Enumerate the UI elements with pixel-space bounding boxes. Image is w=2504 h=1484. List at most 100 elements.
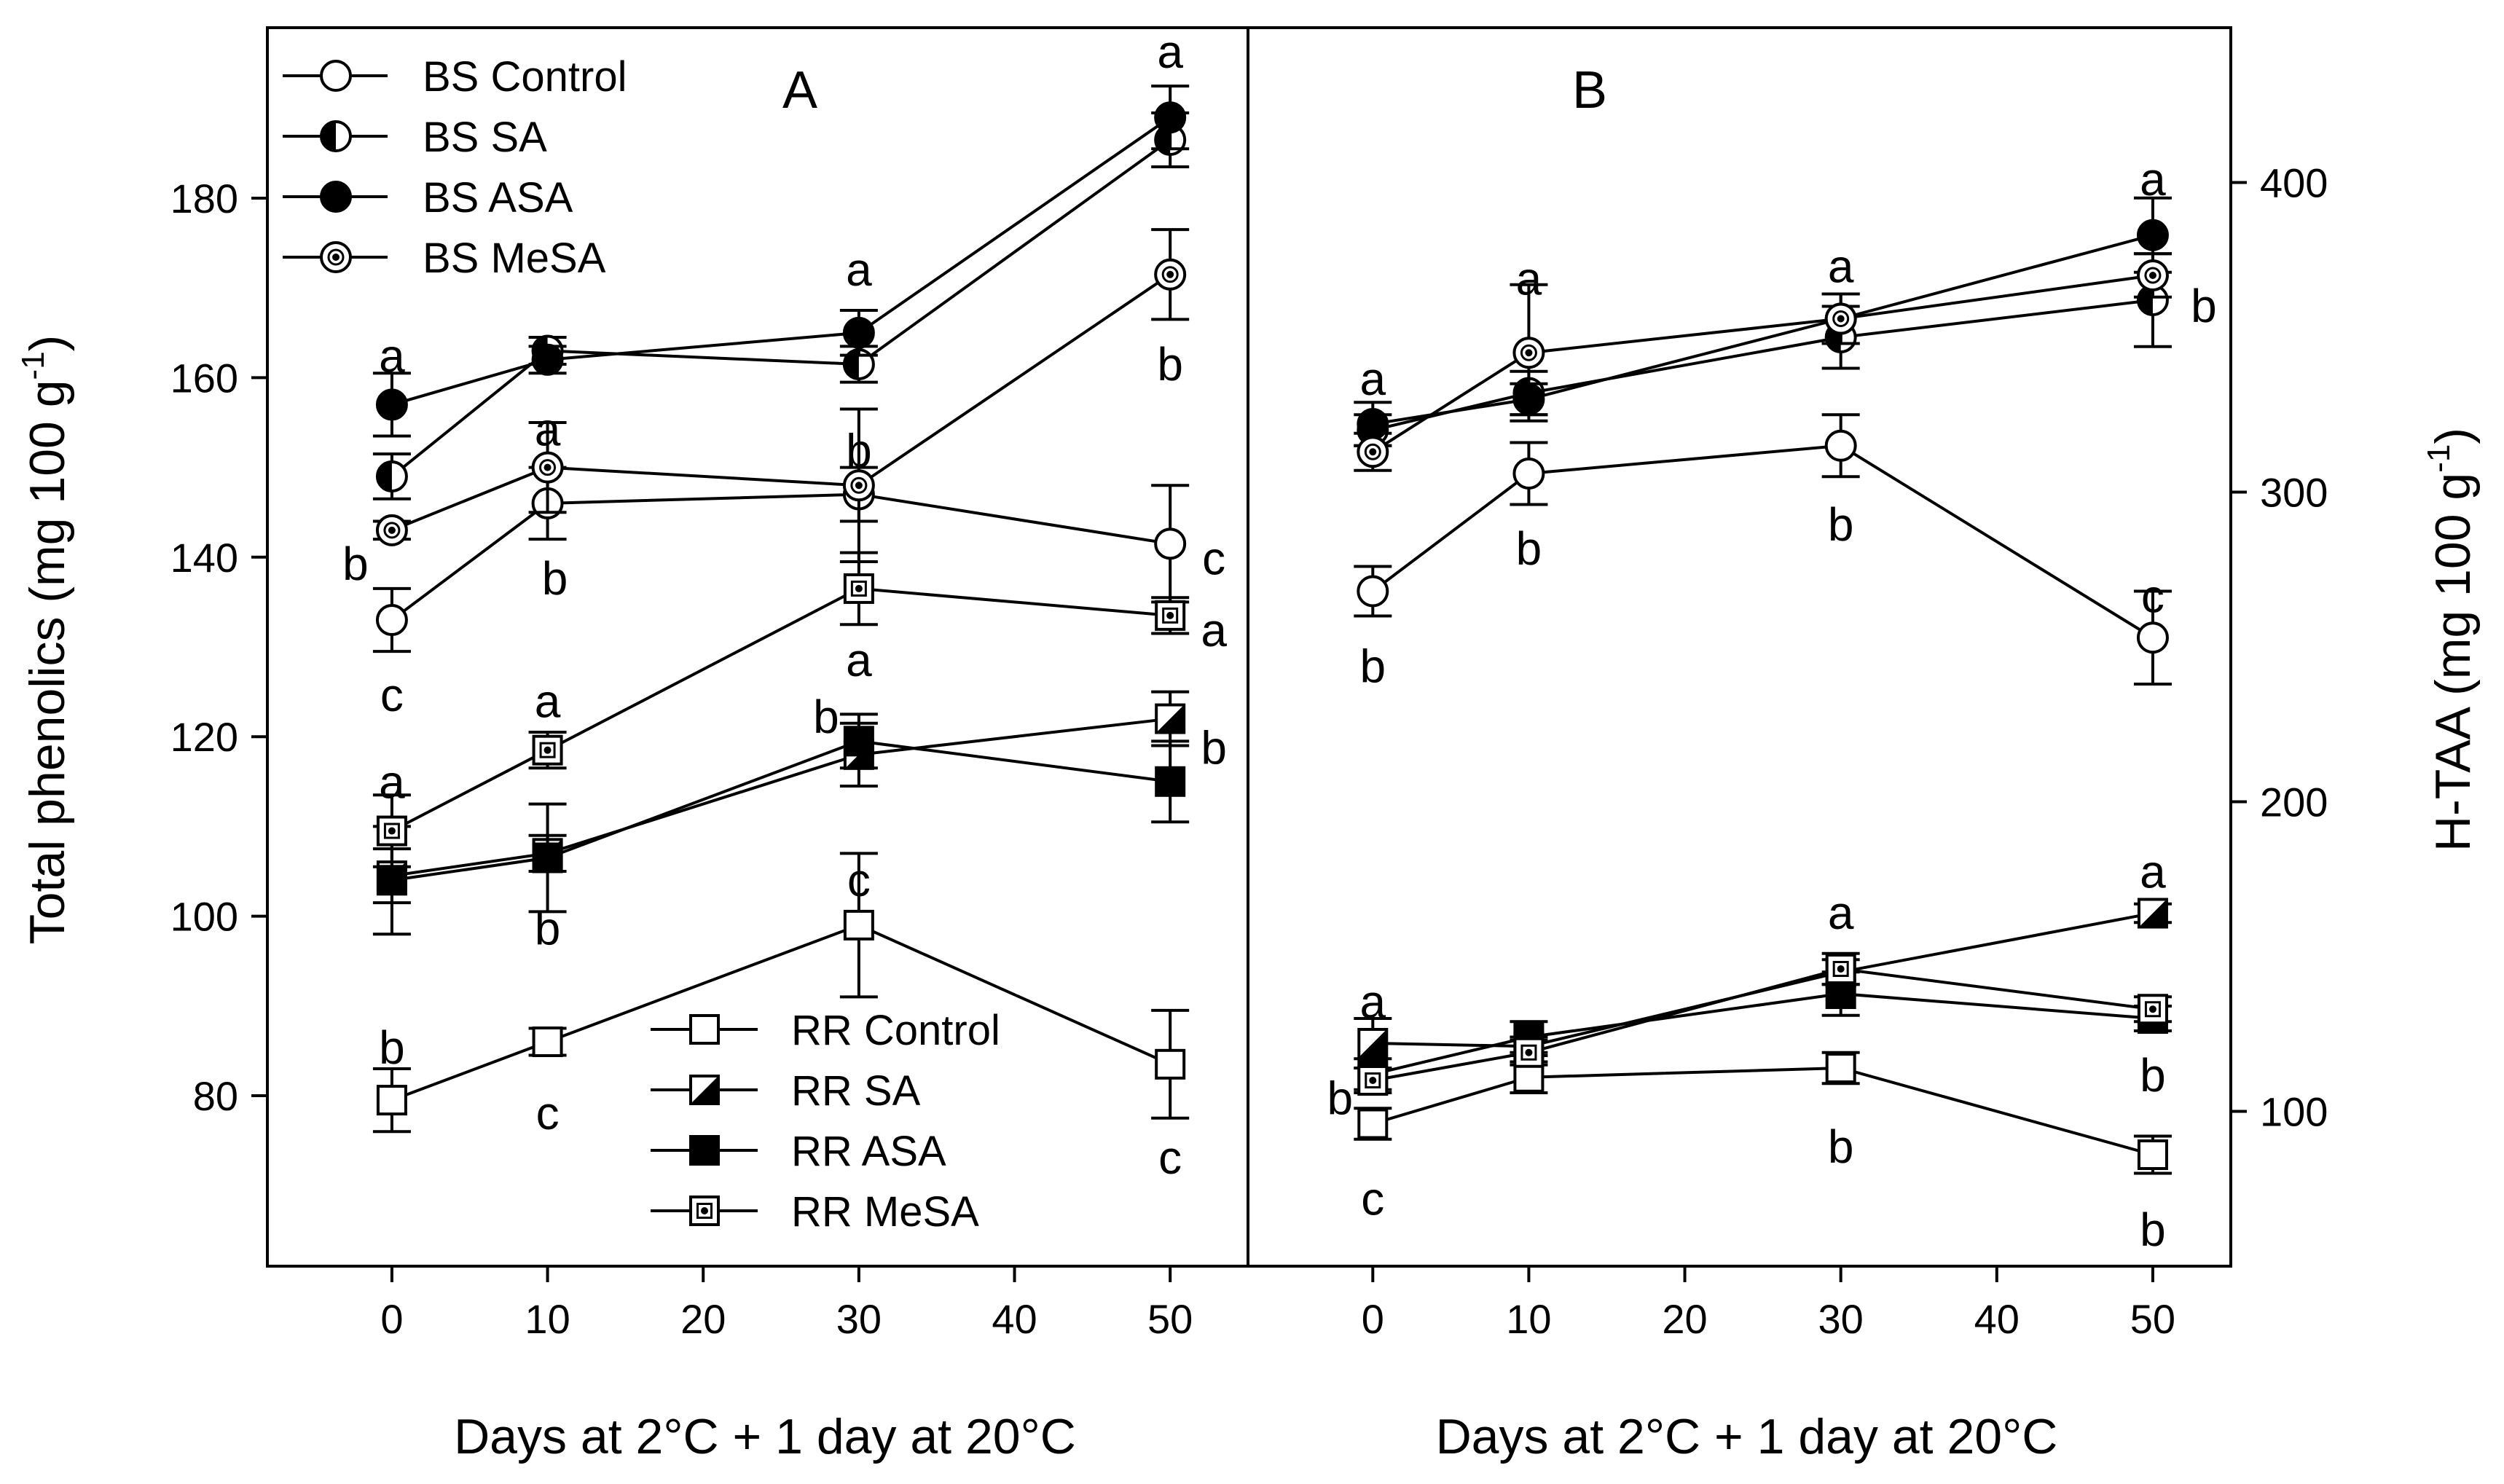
panel-a-xtick-label: 10 xyxy=(525,1296,570,1342)
panel-a-bs-mesa-point-dot xyxy=(855,482,863,490)
panel-a-rr-mesa-letter: a xyxy=(846,634,872,686)
panel-b-rr-control-point-shape xyxy=(2137,1139,2168,1170)
panel-b-rr-sa-letter: a xyxy=(2140,846,2166,898)
panel-b-rr-asa-letter: b xyxy=(1327,1072,1354,1125)
panel-a-rr-control-point-shape xyxy=(532,1026,563,1058)
panel-b-bs-mesa-point-ring xyxy=(1364,443,1381,460)
panel-a-bs-control-letter: b xyxy=(542,552,568,605)
panel-a-bs-mesa-point-ring xyxy=(850,476,868,494)
panel-b-rr-mesa-letter: a xyxy=(1828,887,1854,939)
panel-a-rr-asa-point-shape xyxy=(532,842,563,873)
legend-bottom-rr-mesa-label: RR MeSA xyxy=(791,1188,979,1236)
panel-a-ytick-label: 100 xyxy=(170,894,238,940)
panel-b-bs-control-point xyxy=(1824,429,1857,462)
panel-a-rr-control-letter: c xyxy=(847,854,871,906)
panel-a-bs-mesa-point-ring xyxy=(1161,266,1179,283)
panel-a-label: A xyxy=(782,61,817,119)
panel-a-bs-sa-line xyxy=(390,138,1171,478)
panel-b-rr-control-point xyxy=(2137,1139,2168,1170)
panel-a-bs-mesa-point xyxy=(375,514,408,546)
panel-a-rr-asa-point-shape xyxy=(843,726,874,757)
panel-a-bs-asa-point-shape xyxy=(531,343,564,376)
panel-a-rr-mesa-letter: a xyxy=(1201,604,1227,656)
panel-b-bs-control-point xyxy=(1512,458,1545,490)
panel-b-rr-mesa-point xyxy=(1825,954,1856,984)
panel-a-bs-mesa-point xyxy=(842,469,875,502)
panel-a-rr-control-point xyxy=(376,1085,407,1116)
panel-a-rr-control-point xyxy=(532,1026,563,1058)
panel-b-xtick-label: 0 xyxy=(1362,1296,1384,1342)
panel-a-rr-sa-letter: b xyxy=(1201,722,1227,774)
panel-b-bs-mesa-point-ring xyxy=(2144,267,2162,284)
panel-b-bs-control-point-shape xyxy=(1824,429,1857,462)
panel-b-ytick-label: 200 xyxy=(2260,780,2328,825)
panel-a-ytick-label: 120 xyxy=(170,714,238,760)
panel-a-bs-mesa-point xyxy=(531,451,564,484)
panel-a-rr-control-point-shape xyxy=(376,1085,407,1116)
panel-b-rr-mesa-point-inner xyxy=(1832,961,1849,977)
panel-a-xtick-label: 0 xyxy=(380,1296,403,1342)
panel-a-rr-mesa-letter: a xyxy=(379,756,405,809)
panel-b-bs-asa-point-shape xyxy=(2136,219,2169,251)
panel-a-bs-asa-letter: a xyxy=(1157,25,1183,78)
panel-b-bs-mesa-point-ring xyxy=(1520,344,1537,361)
legend-bottom-rr-asa-swatch-marker xyxy=(689,1135,720,1166)
panel-b-bs-control-point xyxy=(1357,575,1389,608)
panel-b-bs-control-point-shape xyxy=(2136,621,2169,654)
panel-a-rr-sa-letter: b xyxy=(813,691,839,743)
panel-b-ylabel: H-TAA (mg 100 g-1) xyxy=(2421,428,2481,852)
panel-a-bs-mesa-point xyxy=(1154,258,1187,291)
panel-b-rr-sa-point xyxy=(2137,898,2168,929)
panel-a-rr-mesa-point-dot xyxy=(543,746,552,754)
panel-a-ytick-label: 80 xyxy=(193,1073,238,1119)
panel-b-bs-asa-line xyxy=(1372,233,2154,425)
panel-a-bs-control-point-shape xyxy=(375,604,408,637)
panel-b-bs-mesa-letter: a xyxy=(1516,252,1542,305)
legend-bottom-rr-control-swatch-marker-shape xyxy=(689,1014,720,1045)
panel-a-bs-mesa-point-dot xyxy=(1166,270,1174,278)
panel-a-bs-control-line xyxy=(390,492,1171,621)
panel-b-xtick-label: 20 xyxy=(1662,1296,1707,1342)
panel-b-bs-mesa-point xyxy=(1357,436,1389,468)
panel-b-bs-control-point-shape xyxy=(1512,458,1545,490)
panel-b-rr-control-point xyxy=(1357,1108,1389,1139)
panel-b-bs-mesa-point-ring xyxy=(1832,310,1850,327)
panel-b-bs-mesa-point xyxy=(1512,337,1545,369)
panel-a-ylabel: Total phenolics (mg 100 g-1) xyxy=(15,335,75,945)
panel-b-bs-sa-letter: b xyxy=(2191,280,2217,332)
legend-top-bs-mesa-swatch-marker-ring xyxy=(327,248,345,266)
panel-a-bs-asa-letter: a xyxy=(379,329,405,382)
panel-a-rr-sa-line xyxy=(391,717,1171,878)
panel-b-rr-mesa-point-shape xyxy=(1513,1037,1545,1068)
panel-a-rr-mesa-point-inner xyxy=(850,580,867,597)
panel-b-rr-mesa-point-dot xyxy=(1837,965,1845,973)
panel-b-bs-mesa-point-dot xyxy=(1525,349,1533,357)
panel-b-rr-mesa-point xyxy=(1513,1037,1545,1068)
panel-a-bs-sa-point xyxy=(842,348,875,380)
panel-b-rr-control-point-shape xyxy=(1357,1108,1389,1139)
legend-top-bs-asa-swatch-marker xyxy=(320,181,352,213)
panel-a-rr-mesa-point-inner xyxy=(1162,607,1179,624)
panel-b-frame xyxy=(1247,26,2232,1268)
panel-a-rr-mesa-line xyxy=(390,586,1171,833)
panel-a-bs-asa-point-shape xyxy=(1154,101,1187,134)
legend-bottom-rr-asa-swatch-marker-shape xyxy=(689,1135,720,1166)
panel-a-rr-asa-point xyxy=(843,726,874,757)
panel-b-bs-mesa-point xyxy=(1824,302,1857,335)
panel-a-rr-sa-letter: b xyxy=(535,902,561,954)
panel-b-bs-control-letter: b xyxy=(1828,498,1854,551)
panel-b-bs-mesa-point xyxy=(2136,259,2169,291)
panel-b-bs-mesa-line xyxy=(1372,274,2154,453)
panel-a-xtick-label: 40 xyxy=(992,1296,1037,1342)
panel-a-rr-asa-point-shape xyxy=(1155,766,1186,797)
panel-a-ytick-label: 160 xyxy=(170,355,238,401)
panel-a-rr-control-point-shape xyxy=(843,909,874,941)
panel-b-rr-sa-line xyxy=(1373,911,2154,1048)
panel-b-bs-asa-point xyxy=(2136,219,2169,251)
panel-a-bs-asa-point xyxy=(531,343,564,376)
panel-a-rr-asa-point xyxy=(376,865,407,896)
panel-b-xlabel: Days at 2°C + 1 day at 20°C xyxy=(1436,1409,2058,1464)
panel-a-rr-sa-point xyxy=(1155,703,1186,734)
